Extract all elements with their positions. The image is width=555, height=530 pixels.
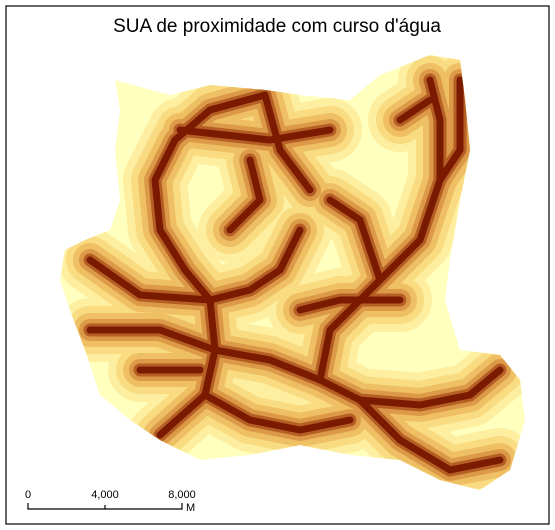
scale-label: 8,000	[168, 489, 196, 501]
scale-label: 0	[25, 489, 31, 501]
map: SUA de proximidade com curso d'água	[0, 0, 555, 530]
map-title: SUA de proximidade com curso d'água	[113, 16, 441, 37]
page: SUA de proximidade com curso d'água	[0, 0, 555, 530]
scale-unit: M	[186, 502, 195, 514]
scale-label: 4,000	[91, 489, 119, 501]
